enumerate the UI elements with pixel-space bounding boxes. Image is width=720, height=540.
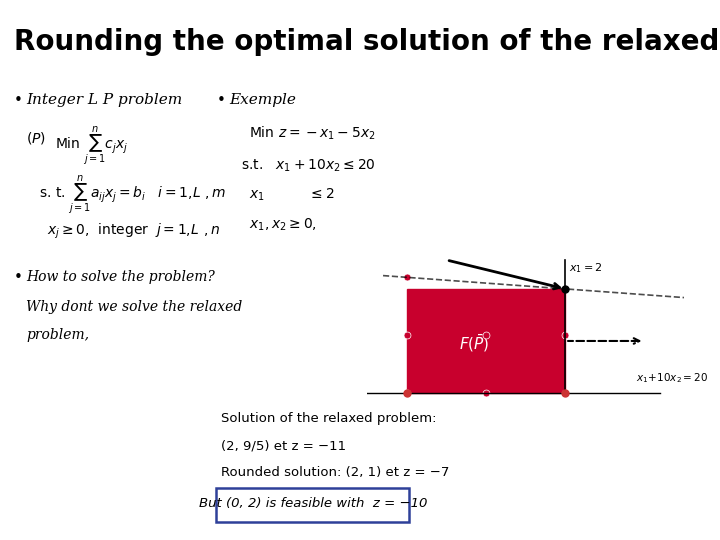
Text: $F(\bar{P})$: $F(\bar{P})$ xyxy=(459,333,490,354)
Text: s. t. $\sum_{j=1}^{n} a_{ij} x_j = b_i$   $i=1,\!L\ ,m$: s. t. $\sum_{j=1}^{n} a_{ij} x_j = b_i$ … xyxy=(39,173,226,217)
Text: But (0, 2) is feasible with  z = −10: But (0, 2) is feasible with z = −10 xyxy=(199,497,428,510)
Text: (2, 9/5) et z = −11: (2, 9/5) et z = −11 xyxy=(220,439,346,452)
Text: $x_1$          $\leq 2$: $x_1$ $\leq 2$ xyxy=(249,187,335,203)
Text: Min $\sum_{j=1}^{n} c_j x_j$: Min $\sum_{j=1}^{n} c_j x_j$ xyxy=(55,125,129,168)
Text: Integer L P problem: Integer L P problem xyxy=(26,93,182,107)
Text: •: • xyxy=(217,93,225,107)
Text: Why dont we solve the relaxed: Why dont we solve the relaxed xyxy=(26,300,243,314)
Text: Min $z = -x_1 - 5x_2$: Min $z = -x_1 - 5x_2$ xyxy=(249,125,376,143)
Text: •: • xyxy=(14,93,22,107)
Text: How to solve the problem?: How to solve the problem? xyxy=(26,270,215,284)
Text: $x_1\!+\!10x_2=20$: $x_1\!+\!10x_2=20$ xyxy=(636,372,708,385)
Text: •: • xyxy=(14,270,22,285)
Text: Rounded solution: (2, 1) et z = −7: Rounded solution: (2, 1) et z = −7 xyxy=(220,466,449,479)
Text: $x_j \geq 0$,  integer  $j = 1,\!L\ ,n$: $x_j \geq 0$, integer $j = 1,\!L\ ,n$ xyxy=(47,221,220,241)
Text: s.t.   $x_1 + 10x_2 \leq 20$: s.t. $x_1 + 10x_2 \leq 20$ xyxy=(241,157,376,173)
Text: Exemple: Exemple xyxy=(229,93,296,107)
Text: $x_1, x_2 \geq 0,$: $x_1, x_2 \geq 0,$ xyxy=(249,217,318,233)
Text: Solution of the relaxed problem:: Solution of the relaxed problem: xyxy=(220,413,436,426)
Text: $x_1 = 2$: $x_1 = 2$ xyxy=(569,261,603,275)
FancyBboxPatch shape xyxy=(217,488,409,523)
Text: problem,: problem, xyxy=(26,328,89,342)
Text: $(P)$: $(P)$ xyxy=(26,130,46,146)
Text: Rounding the optimal solution of the relaxed problem: Rounding the optimal solution of the rel… xyxy=(14,28,720,56)
Polygon shape xyxy=(407,289,565,393)
